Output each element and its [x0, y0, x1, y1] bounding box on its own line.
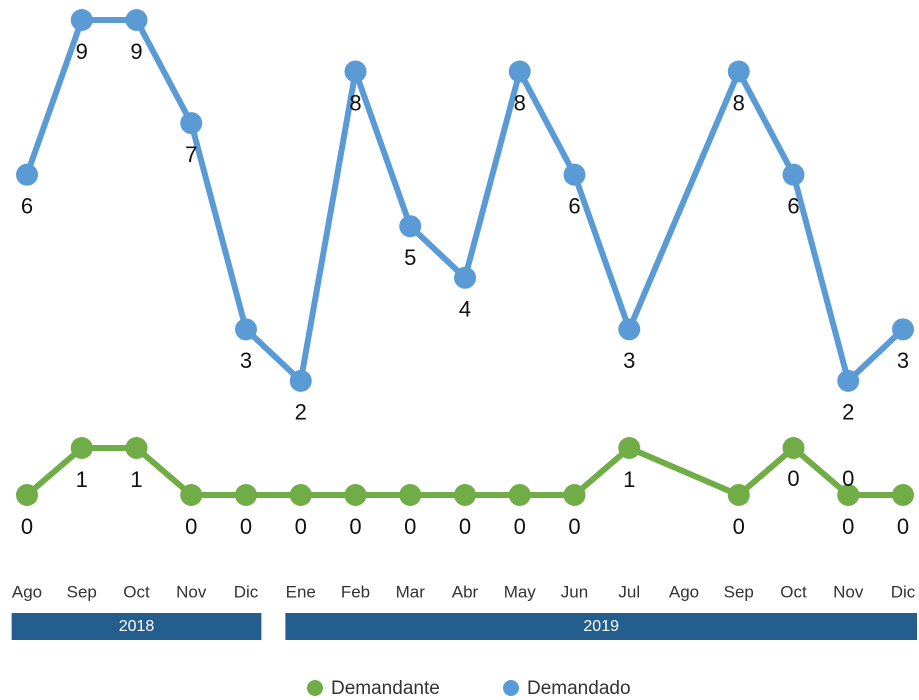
- data-label: 0: [240, 514, 252, 539]
- series-line: [25, 445, 903, 498]
- data-label: 6: [568, 193, 580, 218]
- data-label: 1: [130, 467, 142, 492]
- point: [618, 318, 641, 341]
- x-tick-label: Mar: [396, 582, 426, 601]
- point: [399, 484, 422, 506]
- data-label: 8: [733, 90, 745, 115]
- x-tick-label: Sep: [67, 582, 97, 601]
- data-label: 8: [349, 90, 361, 115]
- point: [563, 163, 586, 186]
- annotation: 0: [787, 466, 799, 491]
- x-tick-label: Oct: [780, 582, 807, 601]
- legend-label: Demandante: [331, 678, 440, 699]
- x-tick-label: Ago: [12, 582, 42, 601]
- x-tick-label: Abr: [452, 582, 479, 601]
- point: [125, 9, 148, 31]
- data-label: 3: [897, 348, 909, 373]
- point: [289, 369, 312, 392]
- data-label: 0: [349, 514, 361, 539]
- data-label: 0: [568, 514, 580, 539]
- point: [16, 484, 38, 506]
- x-tick-label: Nov: [833, 582, 864, 601]
- data-label: 5: [404, 245, 416, 270]
- point: [508, 484, 531, 506]
- point: [235, 484, 257, 506]
- x-tick-label: Dic: [234, 582, 259, 601]
- point: [892, 484, 914, 506]
- x-tick-label: Dic: [891, 582, 916, 601]
- year-band: [285, 613, 917, 640]
- data-label: 6: [21, 193, 33, 218]
- year-band: [11, 613, 262, 640]
- point: [454, 266, 476, 289]
- data-label: 8: [514, 90, 526, 115]
- legend-marker: [503, 680, 519, 696]
- point: [180, 484, 203, 506]
- x-tick-label: May: [504, 582, 537, 601]
- point: [180, 112, 203, 135]
- x-tick-label: Nov: [176, 582, 207, 601]
- year-label: 2018: [119, 618, 155, 635]
- point: [727, 60, 750, 83]
- point: [618, 437, 641, 459]
- x-tick-label: Oct: [123, 582, 150, 601]
- data-label: 0: [733, 514, 745, 539]
- legend-marker: [307, 680, 323, 696]
- data-label: 1: [623, 467, 635, 492]
- data-label: 3: [623, 348, 635, 373]
- point: [70, 437, 93, 459]
- data-label: 1: [76, 467, 88, 492]
- data-label: 0: [295, 514, 307, 539]
- x-tick-label: Jun: [561, 582, 588, 601]
- x-tick-label: Ago: [669, 582, 699, 601]
- point: [235, 318, 257, 341]
- data-label: 0: [842, 514, 854, 539]
- x-tick-label: Ene: [286, 582, 316, 601]
- point: [892, 318, 914, 341]
- data-label: 2: [295, 400, 307, 425]
- x-tick-label: Feb: [341, 582, 370, 601]
- point: [837, 369, 860, 392]
- annotation: 0: [842, 466, 854, 491]
- data-label: 0: [185, 514, 197, 539]
- series-line: [24, 17, 906, 384]
- point: [16, 163, 38, 186]
- data-label: 0: [897, 514, 909, 539]
- point: [454, 484, 476, 506]
- point: [399, 215, 422, 238]
- data-label: 0: [459, 514, 471, 539]
- data-label: 6: [787, 193, 799, 218]
- data-label: 3: [240, 348, 252, 373]
- data-label: 9: [76, 39, 88, 64]
- x-tick-label: Jul: [618, 582, 640, 601]
- data-label: 0: [404, 514, 416, 539]
- legend-label: Demandado: [527, 678, 631, 699]
- point: [782, 163, 805, 186]
- point: [70, 9, 93, 31]
- point: [837, 484, 860, 506]
- data-label: 4: [459, 297, 471, 322]
- point: [344, 484, 367, 506]
- point: [727, 484, 750, 506]
- x-tick-label: Sep: [724, 582, 754, 601]
- point: [289, 484, 312, 506]
- data-label: 9: [130, 39, 142, 64]
- data-label: 2: [842, 400, 854, 425]
- point: [125, 437, 148, 459]
- data-label: 0: [21, 514, 33, 539]
- point: [782, 437, 805, 459]
- point: [344, 60, 367, 83]
- year-label: 2019: [583, 618, 619, 635]
- data-label: 0: [514, 514, 526, 539]
- point: [508, 60, 531, 83]
- point: [563, 484, 586, 506]
- data-label: 7: [185, 142, 197, 167]
